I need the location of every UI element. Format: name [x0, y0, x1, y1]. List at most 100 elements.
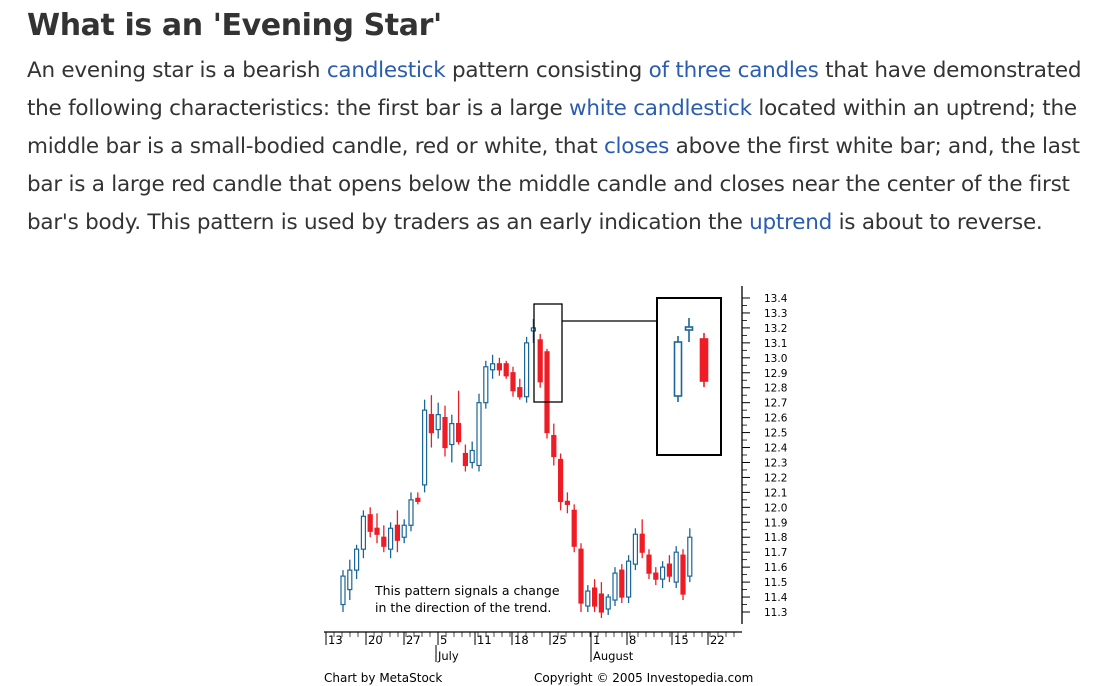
candle-body — [564, 500, 570, 505]
price-tick-label: 12.5 — [764, 428, 787, 440]
price-tick-label: 11.4 — [764, 592, 788, 604]
candle-body — [578, 548, 584, 604]
inline-link[interactable]: of three candles — [648, 58, 819, 83]
candle-body — [517, 387, 523, 398]
candle-body — [449, 423, 455, 446]
price-tick-label: 12.6 — [764, 413, 788, 425]
price-axis: 13.4 13.3 13.2 13.1 13.0 12.9 12.8 12.7 12.6 12.5… — [741, 286, 788, 624]
candle-body — [456, 423, 462, 443]
candle — [408, 492, 414, 532]
candle-body — [660, 566, 666, 580]
paragraph-text: is about to reverse. — [831, 210, 1043, 235]
price-tick-label: 11.9 — [764, 517, 787, 529]
candle — [483, 360, 489, 409]
inline-link[interactable]: closes — [603, 134, 670, 159]
date-tick-label: 15 — [674, 633, 689, 647]
paragraph-text: that have demonstrated the following cha… — [27, 58, 1082, 121]
candle — [387, 522, 394, 559]
candle-body — [347, 569, 353, 591]
date-tick-label: 25 — [552, 633, 567, 647]
zoom-candle-body — [684, 326, 694, 331]
candle — [578, 543, 584, 612]
pattern-box — [533, 303, 563, 403]
date-tick-label: 27 — [406, 633, 421, 647]
candle-body — [394, 524, 401, 541]
candle-body — [490, 363, 496, 371]
candle — [435, 402, 441, 439]
candle — [510, 366, 516, 397]
candle-body — [387, 527, 394, 550]
candle-body — [503, 363, 509, 377]
candle-body — [598, 593, 604, 613]
candles-group — [340, 318, 693, 618]
candle — [517, 378, 523, 400]
candle-body — [496, 363, 502, 371]
price-tick-label: 11.7 — [764, 547, 787, 559]
candle — [415, 492, 421, 505]
candle — [347, 559, 353, 601]
candle-body — [639, 533, 645, 553]
candle — [340, 570, 346, 612]
credit-left: Chart by MetaStock — [324, 671, 442, 685]
candle-body — [605, 596, 611, 610]
candle — [571, 504, 577, 553]
candle — [592, 579, 598, 612]
paragraph-text: pattern consisting — [445, 58, 649, 83]
inline-link[interactable]: candlestick — [326, 58, 446, 83]
candle — [687, 528, 693, 583]
candle — [585, 585, 591, 612]
price-tick-label: 12.8 — [764, 383, 787, 395]
pattern-highlight — [533, 303, 657, 403]
candle — [367, 507, 373, 538]
candle — [626, 555, 632, 604]
zoom-candle — [699, 333, 709, 387]
candle — [449, 414, 455, 463]
candle-body — [673, 551, 679, 583]
zoom-candle-body — [673, 341, 683, 397]
candle — [442, 405, 448, 457]
candle-body — [585, 590, 591, 607]
candle — [639, 519, 645, 559]
price-tick-label: 13.3 — [764, 308, 787, 320]
month-label: July — [437, 649, 459, 663]
candle-body — [442, 417, 448, 449]
candle — [544, 348, 550, 439]
candle-body — [401, 524, 407, 538]
candle-body — [524, 342, 530, 398]
candle-body — [381, 536, 387, 547]
candle — [558, 453, 564, 511]
article-paragraph: An evening star is a bearish candlestick… — [27, 52, 1089, 242]
candle-body — [558, 458, 564, 502]
candle-body — [408, 499, 414, 526]
candle-body — [646, 554, 652, 574]
annotation-line-2: in the direction of the trend. — [375, 600, 551, 615]
price-tick-label: 11.5 — [764, 577, 787, 589]
candle-body — [415, 497, 421, 502]
candle — [598, 582, 604, 618]
price-tick-label: 13.0 — [764, 353, 787, 365]
candle-body — [653, 572, 659, 580]
price-tick-label: 12.2 — [764, 472, 787, 484]
candle — [421, 399, 428, 493]
candle — [496, 357, 502, 376]
credit-right: Copyright © 2005 Investopedia.com — [534, 671, 753, 685]
candle — [353, 544, 360, 580]
candle-body — [476, 402, 482, 467]
candle — [551, 423, 557, 466]
candle-body — [680, 554, 686, 595]
candle — [381, 525, 387, 553]
candle-body — [632, 533, 638, 565]
candle-body — [353, 548, 360, 571]
candle-body — [360, 515, 367, 550]
date-tick-label: 18 — [514, 633, 529, 647]
candle — [537, 333, 543, 388]
inline-link[interactable]: white candlestick — [569, 96, 752, 121]
candle-body — [469, 449, 475, 464]
candle-body — [483, 366, 489, 404]
candle — [456, 390, 462, 445]
paragraph-text: above the first white bar; and, the last… — [27, 134, 1080, 235]
price-tick-label: 12.3 — [764, 457, 787, 469]
inline-link[interactable]: uptrend — [749, 210, 832, 235]
candle — [462, 444, 468, 472]
candle — [394, 510, 401, 553]
